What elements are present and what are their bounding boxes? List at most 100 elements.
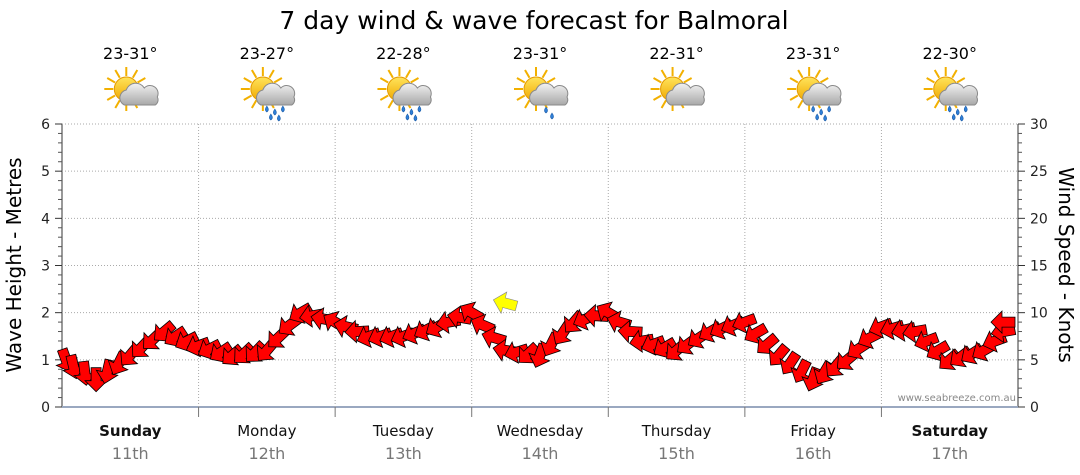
sun-ray xyxy=(250,99,258,109)
wind-arrow xyxy=(653,336,678,359)
wind-arrow xyxy=(779,350,802,375)
raindrop xyxy=(811,105,815,113)
left-tick-label: 6 xyxy=(41,117,50,133)
raindrop xyxy=(963,105,968,113)
right-tick-label: 10 xyxy=(1030,306,1048,322)
sun-ray xyxy=(379,94,389,101)
wind-arrow xyxy=(518,341,541,364)
cloud-shape xyxy=(392,82,432,106)
raindrop xyxy=(409,108,414,116)
wind-arrow xyxy=(990,310,1016,335)
cloud-shape xyxy=(255,82,296,106)
day-forecast-friday: 23-31° xyxy=(786,44,842,122)
wind-arrow xyxy=(617,319,643,344)
wind-arrow xyxy=(744,322,769,345)
raindrop xyxy=(269,113,273,121)
wind-arrow xyxy=(926,340,951,362)
cloud-shape xyxy=(529,82,569,106)
sun-ray xyxy=(106,94,116,101)
sun-ray xyxy=(387,69,394,79)
temperature-range: 22-30° xyxy=(922,44,977,63)
right-tick-label: 25 xyxy=(1030,164,1048,180)
wind-arrow xyxy=(481,325,507,349)
left-tick-label: 3 xyxy=(41,259,50,275)
sun-ray xyxy=(933,69,941,79)
showers-icon xyxy=(787,67,842,122)
raindrop xyxy=(544,106,548,114)
raindrop xyxy=(827,105,831,113)
sun-ray xyxy=(516,94,526,101)
temperature-range: 23-31° xyxy=(786,44,841,63)
sun-ray xyxy=(524,69,531,79)
wave-height-axis: 0 1 2 3 4 5 6 xyxy=(41,117,62,416)
sun-ray xyxy=(951,69,958,79)
grid-lines xyxy=(62,123,1018,417)
day-date: 13th xyxy=(385,444,422,463)
watermark: www.seabreeze.com.au xyxy=(898,393,1016,404)
left-tick-label: 4 xyxy=(41,211,50,227)
sun-ray xyxy=(387,99,394,109)
day-name: Sunday xyxy=(99,422,162,440)
wind-arrow xyxy=(732,311,758,334)
sun-ray xyxy=(678,69,685,79)
wind-arrows xyxy=(55,291,1017,393)
right-axis-title: Wind Speed - Knots xyxy=(1054,167,1078,363)
sun-ray xyxy=(660,69,667,79)
sun-ray xyxy=(814,69,822,79)
daily-weather-row: 23-31° 23-27° 22-28° 23-31° 22-31° 23-31° 22-3… xyxy=(103,44,978,122)
cloud-icon xyxy=(255,82,296,106)
left-tick-label: 0 xyxy=(41,400,50,416)
temperature-range: 22-28° xyxy=(376,44,431,63)
temperature-range: 23-27° xyxy=(240,44,295,63)
raindrop xyxy=(413,114,418,122)
sun-ray xyxy=(819,77,829,84)
sun-ray xyxy=(379,77,389,84)
sun-ray xyxy=(660,99,667,109)
sun-ray xyxy=(268,69,275,79)
sun-ray xyxy=(243,94,253,101)
left-tick-label: 5 xyxy=(41,164,50,180)
day-forecast-wednesday: 23-31° xyxy=(513,44,569,120)
day-date: 12th xyxy=(248,444,285,463)
raindrop xyxy=(951,113,956,121)
sun-ray xyxy=(789,77,799,84)
wind-arrow xyxy=(504,340,530,364)
sun-ray xyxy=(653,77,662,84)
sun-ray xyxy=(250,69,258,79)
raindrop xyxy=(550,112,554,120)
day-date: 17th xyxy=(931,444,968,463)
day-name: Tuesday xyxy=(372,422,434,440)
day-date: 16th xyxy=(795,444,832,463)
sun-ray xyxy=(524,99,531,109)
day-name: Thursday xyxy=(641,422,712,440)
raindrop xyxy=(959,114,964,122)
cloud-icon xyxy=(802,82,842,106)
raindrop xyxy=(273,108,277,116)
raindrop xyxy=(265,105,269,113)
sun-ray xyxy=(114,69,121,79)
chart-title: 7 day wind & wave forecast for Balmoral xyxy=(279,6,788,35)
sun-ray xyxy=(926,94,935,101)
raindrop xyxy=(277,114,281,122)
showers-icon xyxy=(240,67,296,122)
sun-ray xyxy=(131,69,139,79)
day-date: 15th xyxy=(658,444,695,463)
left-tick-label: 1 xyxy=(41,353,50,369)
day-forecast-monday: 23-27° xyxy=(240,44,296,122)
wind-arrow xyxy=(902,319,928,344)
right-tick-label: 15 xyxy=(1030,259,1048,275)
wind-arrow xyxy=(914,330,940,353)
left-tick-label: 2 xyxy=(41,306,50,322)
wind-arrow xyxy=(185,335,212,358)
day-forecast-thursday: 22-31° xyxy=(649,44,705,111)
wind-arrow xyxy=(84,367,109,393)
raindrop xyxy=(819,108,823,116)
sun-ray xyxy=(273,77,283,84)
day-forecast-saturday: 22-30° xyxy=(922,44,978,122)
day-forecast-sunday: 23-31° xyxy=(103,44,159,111)
day-name: Saturday xyxy=(912,422,989,440)
raindrop xyxy=(401,105,406,113)
sun-ray xyxy=(926,77,935,84)
sun-ray xyxy=(106,77,116,84)
